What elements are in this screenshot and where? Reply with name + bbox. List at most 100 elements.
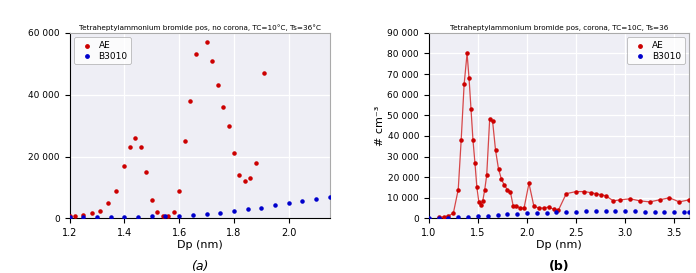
AE — [258, 71, 269, 75]
B3010 — [324, 195, 335, 199]
B3010 — [679, 210, 690, 214]
AE — [490, 148, 501, 153]
AE — [173, 188, 184, 193]
AE — [590, 191, 601, 196]
Title: Tetraheptylammonium bromide pos, no corona, TC=10°C, Ts=36°C: Tetraheptylammonium bromide pos, no coro… — [79, 24, 321, 31]
B3010 — [173, 213, 184, 218]
AE — [471, 185, 482, 190]
B3010 — [64, 215, 75, 219]
B3010 — [452, 215, 464, 219]
AE — [190, 52, 201, 57]
Legend: AE, B3010: AE, B3010 — [627, 37, 685, 64]
AE — [239, 179, 251, 183]
AE — [578, 189, 590, 194]
B3010 — [482, 213, 493, 218]
B3010 — [187, 213, 198, 217]
B3010 — [639, 209, 650, 214]
B3010 — [541, 210, 552, 215]
AE — [519, 206, 530, 210]
B3010 — [683, 210, 695, 214]
B3010 — [119, 215, 130, 219]
B3010 — [571, 209, 582, 214]
AE — [634, 199, 645, 203]
AE — [466, 107, 477, 111]
Y-axis label: # cm⁻³: # cm⁻³ — [374, 105, 385, 146]
AE — [452, 187, 464, 192]
AE — [571, 189, 582, 194]
AE — [448, 211, 459, 215]
AE — [664, 195, 675, 200]
AE — [438, 215, 449, 219]
AE — [538, 206, 549, 210]
AE — [212, 83, 223, 88]
AE — [477, 199, 489, 203]
B3010 — [521, 211, 532, 216]
B3010 — [228, 209, 239, 213]
AE — [129, 136, 141, 140]
B3010 — [423, 216, 434, 220]
AE — [473, 200, 484, 204]
B3010 — [551, 210, 562, 214]
B3010 — [105, 215, 116, 219]
AE — [608, 199, 619, 203]
B3010 — [256, 205, 267, 210]
B3010 — [310, 197, 322, 201]
Text: (b): (b) — [548, 260, 569, 273]
AE — [168, 210, 180, 214]
AE — [481, 173, 492, 177]
X-axis label: Dp (nm): Dp (nm) — [536, 239, 582, 250]
AE — [70, 213, 81, 218]
AE — [479, 187, 490, 192]
AE — [146, 198, 157, 202]
AE — [585, 191, 596, 195]
Legend: AE, B3010: AE, B3010 — [74, 37, 132, 64]
AE — [561, 191, 572, 196]
AE — [163, 214, 174, 218]
AE — [624, 197, 635, 201]
AE — [528, 204, 539, 208]
AE — [502, 187, 513, 192]
AE — [548, 207, 559, 211]
AE — [223, 123, 234, 128]
AE — [125, 145, 136, 149]
AE — [234, 173, 245, 177]
B3010 — [659, 210, 670, 214]
B3010 — [283, 201, 294, 205]
AE — [475, 203, 487, 207]
B3010 — [649, 210, 661, 214]
AE — [184, 99, 196, 103]
AE — [496, 177, 507, 181]
AE — [507, 204, 519, 208]
B3010 — [269, 203, 280, 207]
AE — [468, 138, 479, 142]
AE — [64, 214, 75, 218]
AE — [600, 194, 611, 198]
AE — [78, 212, 89, 217]
AE — [135, 145, 146, 149]
B3010 — [473, 214, 484, 218]
B3010 — [242, 207, 253, 211]
B3010 — [561, 210, 572, 214]
AE — [102, 201, 113, 205]
B3010 — [492, 213, 503, 217]
AE — [487, 119, 498, 124]
AE — [207, 58, 218, 63]
B3010 — [580, 209, 592, 213]
AE — [141, 170, 152, 174]
AE — [683, 198, 695, 202]
B3010 — [91, 215, 102, 219]
B3010 — [297, 199, 308, 204]
AE — [499, 183, 510, 188]
AE — [543, 205, 554, 209]
X-axis label: Dp (nm): Dp (nm) — [177, 239, 223, 250]
B3010 — [590, 209, 601, 213]
B3010 — [512, 212, 523, 216]
B3010 — [443, 215, 454, 220]
AE — [86, 211, 97, 215]
AE — [111, 188, 122, 193]
B3010 — [433, 216, 444, 220]
AE — [228, 151, 239, 156]
AE — [644, 200, 656, 204]
B3010 — [201, 212, 212, 216]
AE — [615, 198, 626, 202]
